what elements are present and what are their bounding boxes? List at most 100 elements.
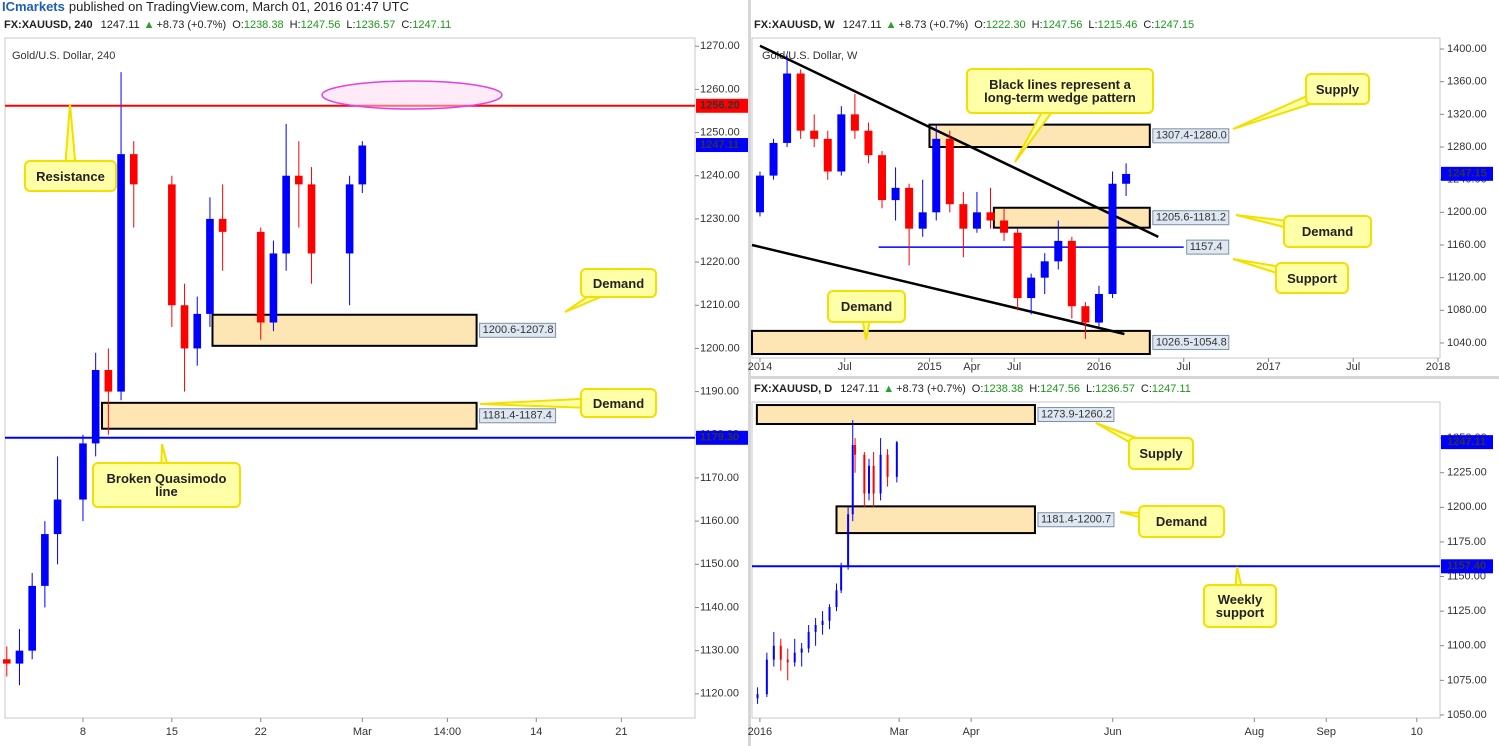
y-tick-label: 1075.00 — [1447, 674, 1487, 686]
field-key: O: — [972, 383, 984, 395]
zone — [211, 313, 478, 347]
candle-body — [837, 114, 846, 172]
x-tick-label: 8 — [80, 726, 86, 738]
field-key: H: — [290, 19, 301, 31]
candle-body — [786, 659, 789, 663]
candle-body — [932, 138, 941, 213]
x-tick-label: Jun — [1104, 726, 1122, 738]
y-tick-label: 1120.00 — [700, 688, 739, 700]
field-key: L: — [1088, 19, 1097, 31]
candle-body — [282, 175, 290, 254]
candle-body — [847, 514, 850, 567]
chart-title: Gold/U.S. Dollar, W — [762, 50, 858, 62]
zone-label: 1205.6-1181.2 — [1156, 212, 1226, 224]
callout: Demand — [580, 268, 657, 298]
candle-body — [218, 218, 227, 232]
price-tag — [1441, 435, 1493, 450]
x-tick-label: 14:00 — [434, 726, 462, 738]
chart-header: FX:XAUUSD, D 1247.11 ▲ +8.73 (+0.7%) O:1238.… — [754, 383, 1191, 395]
zone-label: 1026.5-1054.8 — [1156, 336, 1227, 348]
x-tick-label: Aug — [1245, 726, 1265, 738]
y-tick-label: 1160.00 — [1447, 239, 1486, 251]
field-key: O: — [232, 19, 244, 31]
zone — [835, 505, 1036, 535]
zone-label-box — [1152, 334, 1230, 350]
zone-label: 1200.6-1207.8 — [483, 324, 554, 336]
candle-body — [814, 624, 817, 632]
zone-label: 1307.4-1280.0 — [1156, 130, 1227, 142]
candle-body — [864, 130, 873, 156]
field-key: H: — [1029, 383, 1040, 395]
candle-body — [918, 212, 927, 229]
candle-body — [793, 652, 796, 663]
candle-body — [1027, 277, 1036, 299]
candle-body — [886, 454, 889, 477]
trend-line — [759, 44, 1159, 238]
candle-body — [821, 620, 824, 625]
candle-body — [129, 154, 138, 185]
callout: Support — [1275, 262, 1349, 294]
candle-body — [104, 370, 113, 392]
candle-body — [823, 138, 832, 172]
candle-body — [117, 154, 125, 392]
y-tick-label: 1200.00 — [1447, 206, 1487, 218]
zone — [101, 401, 478, 430]
candle-body — [345, 184, 354, 254]
x-tick-label: 15 — [166, 726, 178, 738]
x-tick-label: Apr — [963, 361, 980, 373]
segment-label-box — [1186, 239, 1230, 255]
candle-body — [53, 499, 62, 535]
candle-body — [1081, 306, 1090, 323]
x-tick-label: 21 — [615, 726, 627, 738]
zone-label-box — [479, 408, 557, 424]
candle-body — [358, 145, 367, 185]
candle-body — [15, 650, 24, 664]
field-key: O: — [974, 19, 986, 31]
y-tick-label: 1225.00 — [1447, 467, 1487, 479]
candle-body — [307, 184, 316, 254]
y-tick-label: 1170.00 — [700, 472, 739, 484]
field-value: 1247.56 — [1043, 19, 1083, 31]
panel-frame — [4, 37, 696, 719]
candle-body — [295, 175, 303, 185]
candle-body — [905, 187, 914, 229]
change: +8.73 (+0.7%) — [156, 19, 226, 31]
x-tick-label: Jul — [1346, 361, 1360, 373]
x-tick-label: 2014 — [748, 361, 772, 373]
price-tag — [1441, 166, 1493, 181]
callout: Supply — [1128, 437, 1194, 470]
price-tag — [696, 138, 748, 153]
field-value: 1238.38 — [983, 383, 1023, 395]
candle-body — [863, 454, 866, 494]
candle-body — [41, 534, 49, 586]
y-tick-label: 1040.00 — [1447, 337, 1487, 349]
candle-body — [1094, 293, 1103, 323]
candle-body — [783, 73, 792, 143]
price-tag-label: 1256.20 — [700, 100, 740, 112]
change: +8.73 (+0.7%) — [896, 383, 966, 395]
price-tag-label: 1247.15 — [1447, 168, 1487, 180]
callout: Demand — [827, 290, 906, 323]
y-tick-label: 1160.00 — [700, 515, 739, 527]
x-tick-label: 2016 — [1087, 361, 1111, 373]
candle-body — [945, 138, 954, 205]
x-tick-label: Apr — [963, 726, 980, 738]
zone-label-box — [1037, 407, 1115, 423]
highlight-ellipse — [321, 80, 503, 110]
candle-body — [1000, 220, 1009, 233]
candle-body — [1108, 183, 1117, 294]
candle-body — [772, 645, 775, 660]
zone — [992, 206, 1151, 229]
candle-body — [79, 443, 87, 500]
callout: Broken Quasimodo line — [92, 462, 241, 508]
candle-body — [854, 445, 857, 455]
change-arrow: ▲ — [886, 19, 897, 31]
candle-body — [193, 313, 202, 349]
x-tick-label: Jul — [1177, 361, 1191, 373]
zone-label: 1273.9-1260.2 — [1041, 408, 1112, 420]
candle-body — [206, 218, 214, 314]
price-tag-label: 1247.11 — [700, 139, 739, 151]
price-tag-label: 1179.30 — [700, 432, 739, 444]
y-tick-label: 1240.00 — [700, 170, 740, 182]
